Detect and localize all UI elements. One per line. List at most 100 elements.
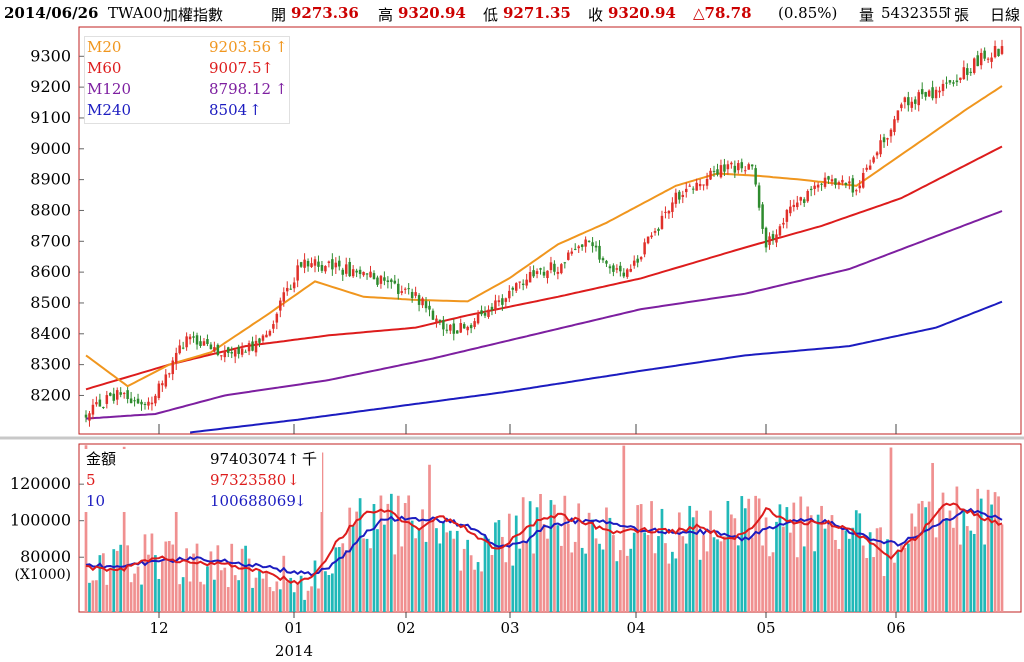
quote-header: 2014/06/26 TWA00 加權指數 開 9273.36 高 9320.9…: [0, 0, 1024, 26]
candlestick: [362, 271, 365, 276]
volume-bar: [226, 587, 230, 612]
candlestick: [435, 318, 438, 323]
volume-bar: [608, 517, 612, 612]
volume-bar: [213, 579, 216, 612]
x-year-label: 2014: [275, 642, 313, 660]
candlestick: [990, 57, 993, 62]
volume-value: 5432355: [881, 4, 948, 22]
volume-bar: [959, 544, 962, 612]
volume-bar: [466, 539, 470, 612]
candlestick: [407, 288, 410, 290]
volume-bar: [795, 557, 799, 612]
candlestick: [168, 373, 171, 375]
volume-bar: [823, 528, 827, 612]
candlestick: [251, 341, 254, 351]
candlestick: [598, 245, 601, 260]
candlestick: [431, 310, 435, 320]
volume-bar: [396, 495, 400, 612]
volume-bar: [445, 532, 449, 612]
volume-bar: [147, 554, 150, 612]
candlestick: [855, 190, 858, 192]
candlestick: [102, 406, 105, 408]
candlestick: [372, 273, 376, 280]
volume-bar: [448, 530, 452, 612]
volume-bar: [639, 504, 643, 612]
volume-bar: [528, 501, 532, 612]
volume-bar: [948, 510, 952, 612]
volume-bar: [129, 582, 133, 612]
candlestick: [893, 119, 896, 132]
candlestick: [202, 341, 206, 346]
volume-bar: [383, 524, 386, 612]
candlestick: [195, 335, 199, 345]
ma240-legend-arrow: ↑: [249, 101, 262, 119]
candlestick: [265, 334, 268, 338]
volume-bar: [98, 555, 102, 612]
volume-bar: [750, 537, 754, 612]
candlestick: [837, 182, 841, 185]
candlestick: [681, 194, 685, 197]
volume-bar: [754, 495, 758, 612]
volume-bar: [351, 525, 355, 612]
volume-bar: [487, 538, 490, 612]
candlestick: [782, 222, 785, 225]
candlestick: [924, 92, 927, 97]
candlestick: [927, 90, 931, 97]
candlestick: [719, 165, 723, 178]
volume-bar: [841, 526, 844, 612]
candlestick: [601, 258, 605, 261]
volume-bar: [233, 575, 237, 612]
candlestick: [712, 170, 716, 172]
candlestick: [841, 179, 844, 183]
candlestick: [313, 259, 317, 266]
volume-bar: [965, 526, 969, 612]
candlestick: [299, 262, 303, 267]
price-y-tick-label: 8300: [30, 355, 71, 374]
candlestick: [695, 182, 698, 191]
candlestick: [594, 245, 598, 248]
candlestick: [553, 263, 556, 272]
candlestick: [126, 390, 129, 399]
candlestick: [591, 242, 594, 247]
period-label[interactable]: 日線: [990, 6, 1021, 24]
candlestick: [487, 309, 490, 317]
volume-bar: [84, 445, 88, 612]
candlestick: [966, 68, 969, 75]
volume-bar: [473, 569, 476, 612]
volume-bar: [726, 500, 730, 612]
candlestick: [469, 325, 473, 329]
candlestick: [282, 292, 286, 302]
candlestick: [525, 279, 528, 286]
volume-bar: [809, 515, 813, 612]
candlestick: [147, 401, 150, 406]
candlestick: [816, 184, 820, 188]
candlestick: [390, 279, 393, 283]
volume-bar: [865, 557, 869, 612]
candlestick: [480, 310, 483, 315]
volume-bar: [671, 551, 674, 612]
volume-bar: [691, 517, 695, 612]
volume-bar: [969, 530, 973, 612]
volume-bar: [202, 584, 206, 612]
volume-bar: [389, 493, 393, 612]
candlestick: [223, 350, 227, 358]
volume-bar: [452, 538, 456, 612]
price-y-tick-label: 9300: [30, 46, 71, 65]
candlestick: [532, 270, 535, 277]
volume-bar: [438, 543, 442, 612]
candlestick: [456, 330, 459, 334]
volume-bar: [559, 545, 563, 612]
volume-bar: [743, 508, 747, 612]
candlestick: [806, 191, 809, 202]
candlestick: [761, 204, 764, 229]
volume-bar: [223, 567, 227, 612]
volume-bar: [646, 534, 650, 612]
candlestick: [289, 288, 292, 290]
candlestick: [723, 164, 726, 172]
candlestick: [88, 413, 91, 421]
volume-bar: [393, 554, 397, 612]
candlestick: [660, 215, 664, 229]
volume-bar: [372, 504, 376, 612]
candlestick: [747, 164, 750, 170]
volume-bar: [91, 580, 95, 612]
